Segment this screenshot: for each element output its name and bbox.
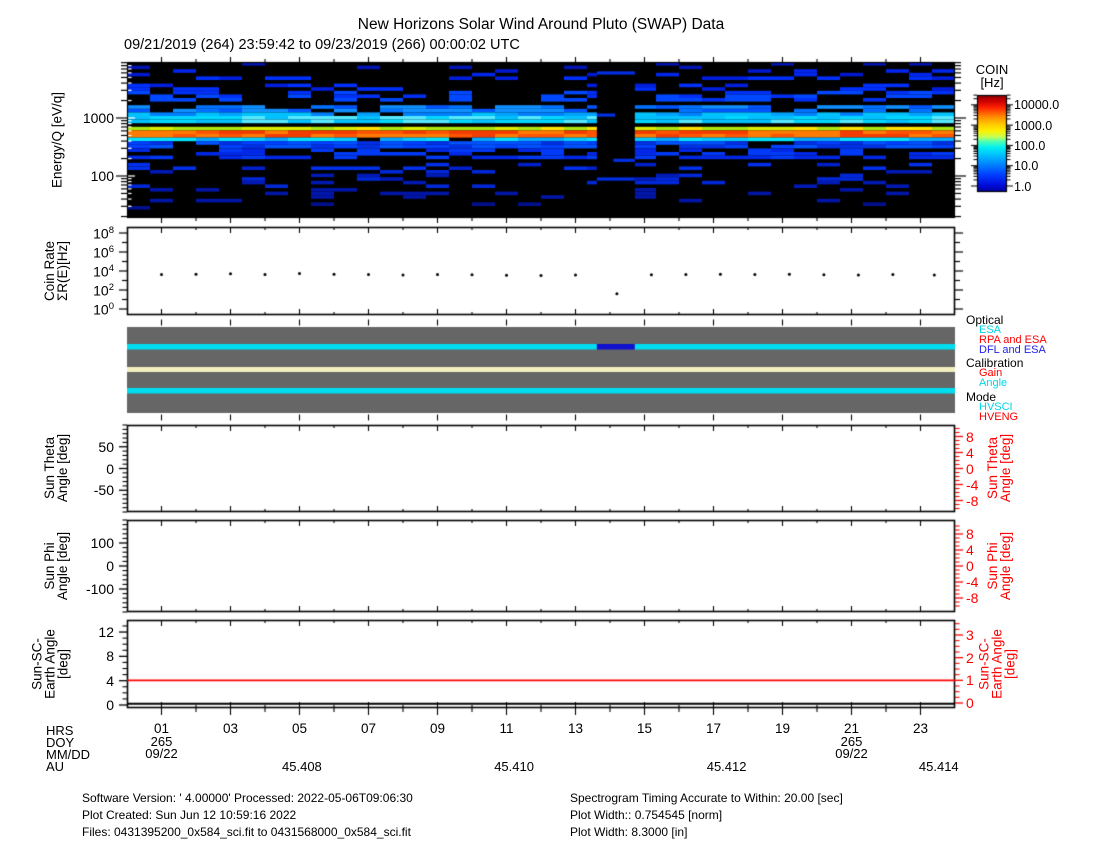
mmdd-value: 09/22	[145, 746, 178, 761]
legend-item-dfl-and-esa: DFL and ESA	[979, 343, 1046, 356]
hour-tick-label: 15	[636, 721, 653, 736]
legend-item-rpa-and-esa: RPA and ESA	[979, 333, 1047, 346]
colorbar-tick-label: 1.0	[1014, 179, 1032, 194]
legend-item-esa: ESA	[979, 324, 1002, 336]
coin-tick-label: 102	[93, 282, 114, 299]
theta-left-tick-label: -50	[93, 482, 114, 499]
colorbar-title: COIN	[975, 62, 1009, 77]
hour-tick-label: 17	[705, 721, 722, 736]
energy-tick-label: 100	[90, 168, 114, 184]
colorbar-tick-label: 10000.0	[1014, 98, 1060, 113]
coin-tick-label: 108	[93, 225, 114, 242]
plot-subtitle: 09/21/2019 (264) 23:59:42 to 09/23/2019 …	[124, 37, 520, 53]
hour-tick-label: 05	[291, 721, 308, 736]
au-value: 45.414	[918, 758, 959, 774]
colorbar-tick-label: 1000.0	[1014, 118, 1053, 133]
earth-right-tick-label: 0	[966, 695, 974, 711]
doy-value: 265	[840, 733, 863, 749]
earth-left-tick-label: 12	[98, 624, 114, 641]
legend-item-angle: Angle	[979, 377, 1008, 390]
legend-group-mode: Mode	[966, 389, 997, 404]
xaxis-row-label-mmdd: MM/DD	[46, 746, 91, 762]
legend-item-gain: Gain	[979, 367, 1003, 380]
theta-left-tick-label: 0	[106, 460, 114, 477]
phi-left-tick-label: 0	[106, 558, 114, 574]
au-value: 45.408	[282, 758, 322, 774]
earth-left-tick-label: 8	[106, 648, 114, 665]
footer-plot-created: Plot Created: Sun Jun 12 10:59:16 2022	[82, 808, 297, 822]
phi-right-tick-label: -8	[966, 590, 979, 606]
au-value: 45.412	[706, 758, 747, 774]
phi-right-tick-label: 0	[966, 558, 974, 574]
legend-group-calibration: Calibration	[966, 356, 1024, 371]
theta-right-tick-label: 8	[966, 428, 974, 445]
earth-left-tick-label: 0	[106, 697, 114, 713]
hour-tick-label: 09	[429, 721, 446, 736]
coin-tick-label: 106	[93, 244, 114, 261]
theta-right-tick-label: -4	[966, 476, 979, 493]
theta-right-tick-label: 0	[966, 460, 974, 477]
colorbar-units: [Hz]	[980, 75, 1004, 90]
hour-tick-label: 19	[774, 721, 791, 736]
phi-right-tick-label: 4	[966, 542, 974, 558]
coin-tick-label: 100	[93, 301, 114, 318]
earth-right-tick-label: 3	[966, 626, 974, 643]
colorbar-tick-label: 100.0	[1014, 138, 1046, 153]
theta-right-tick-label: -8	[966, 492, 979, 509]
phi-right-tick-label: 8	[966, 526, 974, 542]
earth-right-tick-label: 1	[966, 672, 974, 689]
earth-left-tick-label: 4	[106, 672, 114, 689]
hour-tick-label: 07	[360, 721, 377, 736]
footer-plot-width-in: Plot Width: 8.3000 [in]	[570, 825, 688, 839]
mmdd-value: 09/22	[835, 746, 868, 761]
earth-right-axis-label: Sun-SC- Earth Angle [deg]	[976, 629, 1018, 699]
plot-title: New Horizons Solar Wind Around Pluto (SW…	[357, 16, 725, 33]
footer-software-version: Software Version: ' 4.00000' Processed: …	[82, 791, 413, 805]
energy-tick-label: 1000	[82, 110, 114, 126]
footer-files: Files: 0431395200_0x584_sci.fit to 04315…	[82, 825, 411, 839]
colorbar-tick-label: 10.0	[1014, 159, 1039, 174]
phi-left-tick-label: 100	[90, 535, 114, 551]
footer-timing: Spectrogram Timing Accurate to Within: 2…	[570, 791, 843, 805]
hour-tick-label: 21	[843, 721, 860, 736]
xaxis-row-label-hrs: HRS	[46, 722, 74, 738]
theta-right-axis-label: Sun Theta Angle [deg]	[985, 433, 1013, 503]
xaxis-row-label-doy: DOY	[46, 734, 75, 750]
coin-tick-label: 104	[93, 263, 114, 280]
hour-tick-label: 03	[222, 721, 239, 736]
theta-left-tick-label: 50	[98, 438, 114, 455]
au-value: 45.410	[494, 758, 534, 774]
hour-tick-label: 23	[912, 721, 929, 736]
hour-tick-label: 01	[153, 721, 170, 736]
theta-right-tick-label: 4	[966, 444, 974, 461]
xaxis-row-label-au: AU	[46, 758, 65, 774]
earth-right-tick-label: 2	[966, 649, 974, 666]
legend-item-hvsci: HVSCI	[979, 400, 1013, 413]
hour-tick-label: 13	[567, 721, 584, 736]
footer-plot-width-norm: Plot Width:: 0.754545 [norm]	[570, 808, 723, 822]
legend-item-hveng: HVENG	[979, 410, 1019, 423]
phi-right-tick-label: -4	[966, 574, 979, 590]
doy-value: 265	[150, 733, 173, 749]
status-legend: Optical ESA RPA and ESA DFL and ESA Calibrat…	[966, 313, 1100, 423]
phi-left-tick-label: -100	[85, 581, 114, 597]
phi-right-axis-label: Sun Phi Angle [deg]	[985, 531, 1013, 601]
legend-group-optical: Optical	[966, 313, 1004, 327]
hour-tick-label: 11	[499, 721, 514, 736]
